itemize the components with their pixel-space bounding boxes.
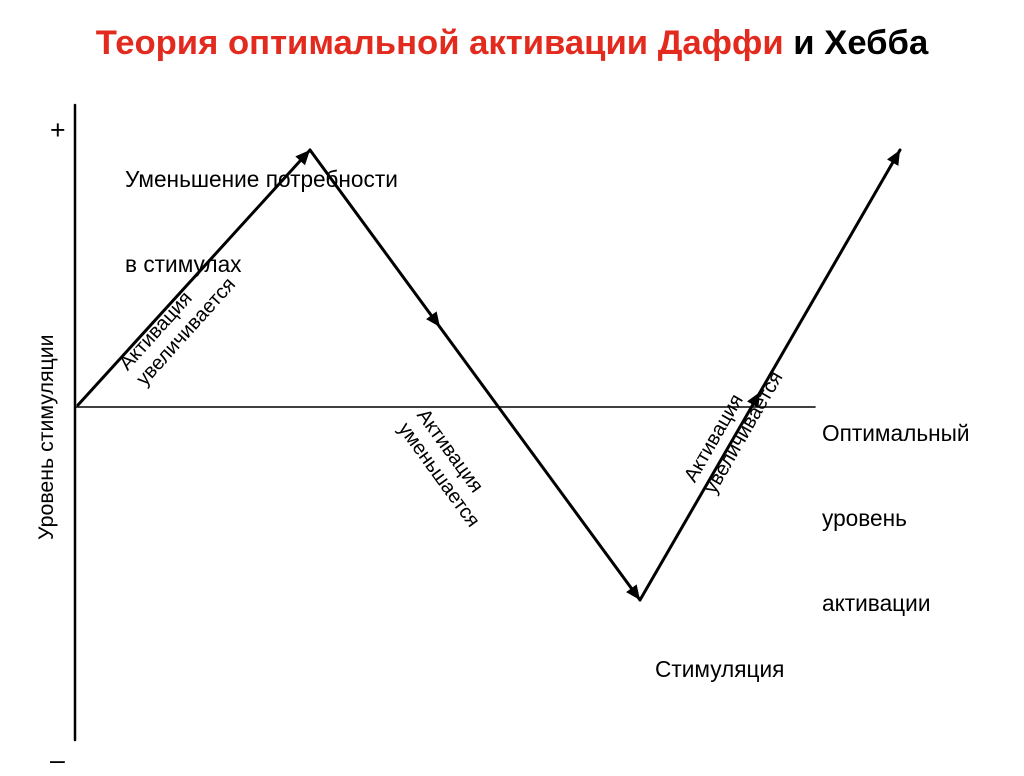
label-line: Уменьшение потребности xyxy=(125,165,398,193)
label-line: Оптимальный xyxy=(822,419,970,447)
label-decrease-need: Уменьшение потребности в стимулах xyxy=(125,108,398,306)
label-line: уровень xyxy=(822,504,970,532)
y-axis-label: Уровень стимуляции xyxy=(34,334,59,540)
plus-sign: + xyxy=(50,115,66,146)
minus-sign: – xyxy=(50,745,65,776)
label-optimal-level: Оптимальный уровень активации xyxy=(822,362,970,645)
label-line: Стимуляция xyxy=(655,655,784,683)
label-line: в стимулах xyxy=(125,250,398,278)
label-stimulation: Стимуляция xyxy=(655,598,784,711)
label-line: активации xyxy=(822,589,970,617)
